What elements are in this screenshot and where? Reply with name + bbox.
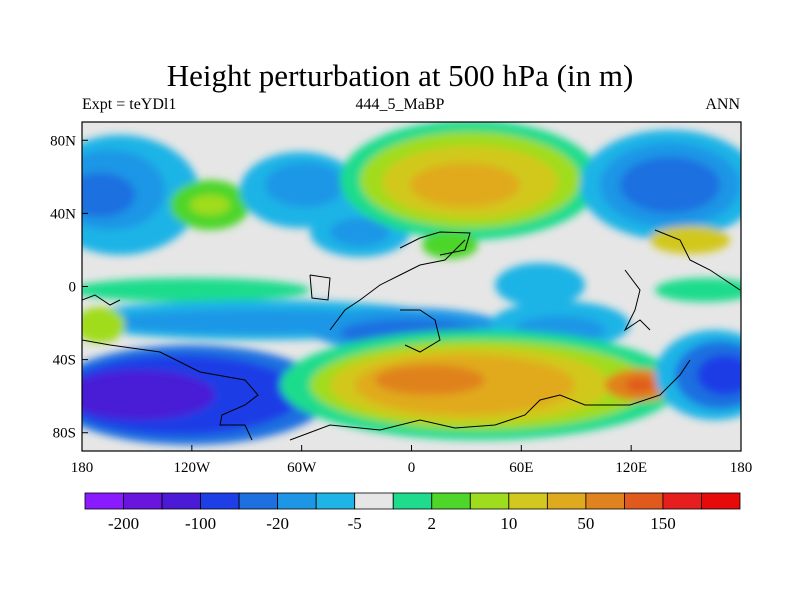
lat-tick-label: 0 — [69, 280, 77, 296]
colorbar-swatch — [469, 492, 510, 510]
colorbar-label: -100 — [185, 514, 216, 533]
lon-tick-label: 60W — [287, 460, 317, 476]
lon-tick-label: 0 — [408, 460, 416, 476]
colorbar-swatch — [624, 492, 664, 510]
colorbar-label: 50 — [577, 514, 594, 533]
lat-tick-label: 40S — [53, 353, 76, 369]
colorbar-label: 150 — [650, 514, 676, 533]
colorbar-label: -200 — [108, 514, 139, 533]
coastlines — [82, 229, 741, 441]
colorbar-swatch — [161, 492, 201, 510]
longitude-labels: 180 120W 60W 0 60E 120E 180 — [71, 460, 753, 476]
colorbar-swatch — [431, 492, 471, 510]
colorbar-swatch — [200, 492, 240, 510]
colorbar-swatch — [238, 492, 279, 510]
colorbar-labels: -200 -100 -20 -5 2 10 50 150 — [108, 514, 676, 533]
lat-tick-label: 80N — [50, 133, 76, 149]
colorbar-label: 10 — [500, 514, 517, 533]
map-title: Height perturbation at 500 hPa (in m) — [166, 58, 634, 93]
axis-ticks — [81, 139, 742, 451]
season-label: ANN — [705, 96, 740, 113]
colorbar-swatch — [84, 492, 124, 510]
lon-tick-label: 120W — [173, 460, 211, 476]
colorbar-swatch — [662, 492, 702, 510]
lon-tick-label: 180 — [730, 460, 753, 476]
colorbar-label: 2 — [428, 514, 437, 533]
latitude-labels: 80N 40N 0 40S 80S — [50, 133, 76, 441]
experiment-label: Expt = teYDl1 — [82, 96, 177, 113]
colorbar-swatch — [277, 492, 317, 510]
colorbar-swatch — [123, 492, 163, 510]
colorbar-swatch — [354, 492, 394, 510]
colorbar-swatch — [546, 492, 587, 510]
colorbar-swatch — [392, 492, 433, 510]
lon-tick-label: 120E — [615, 460, 647, 476]
lat-tick-label: 80S — [53, 426, 76, 442]
lon-tick-label: 60E — [509, 460, 533, 476]
colorbar-swatch — [508, 492, 548, 510]
lon-tick-label: 180 — [71, 460, 94, 476]
contour-field — [82, 122, 741, 451]
colorbar-label: -5 — [348, 514, 362, 533]
colorbar-swatch — [585, 492, 625, 510]
colorbar-swatch — [701, 492, 741, 510]
period-label: 444_5_MaBP — [355, 96, 445, 113]
lat-tick-label: 40N — [50, 206, 76, 222]
colorbar — [84, 492, 741, 510]
colorbar-swatch — [315, 492, 356, 510]
colorbar-label: -20 — [266, 514, 289, 533]
